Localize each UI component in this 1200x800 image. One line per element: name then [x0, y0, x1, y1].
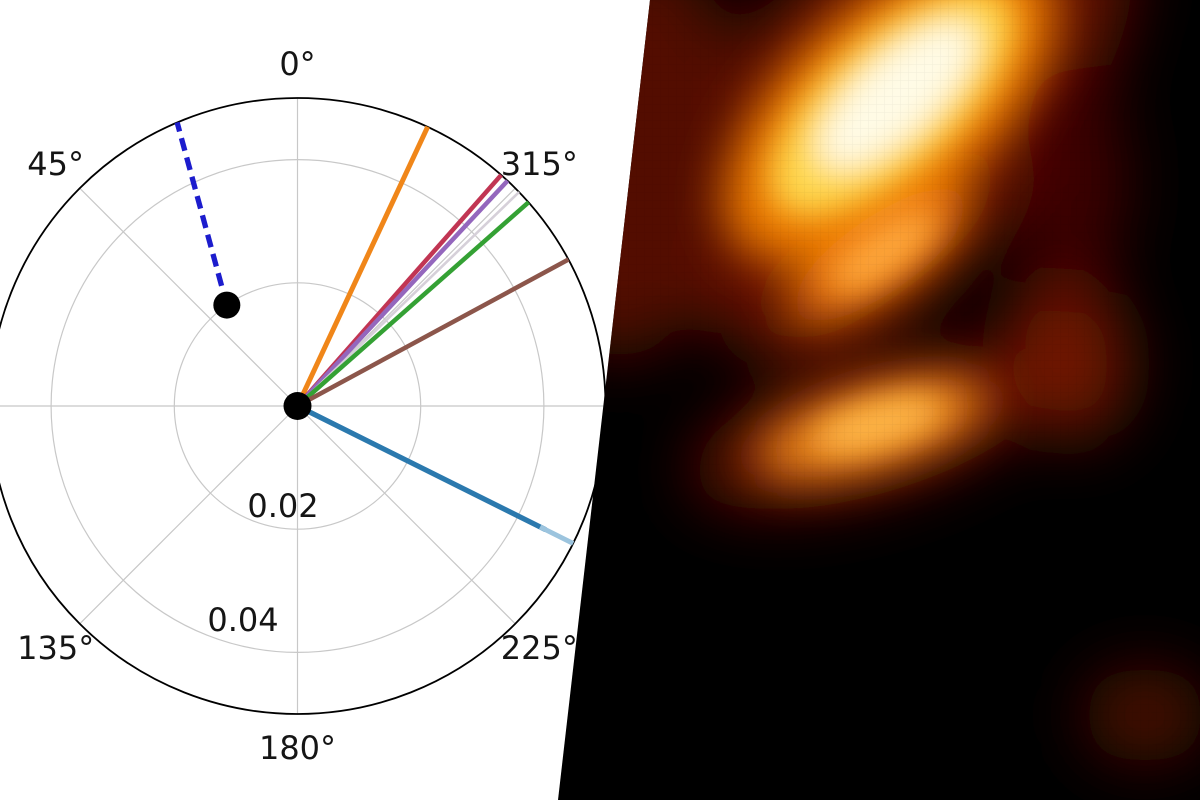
- theta-tick-label-225: 225°: [501, 629, 578, 667]
- ray-blue-tip: [538, 524, 575, 546]
- origin-dot: [283, 392, 312, 420]
- dashed-blue-segment: [174, 121, 230, 306]
- offset-dot: [213, 291, 241, 319]
- polar-grid-ring-0.02: [173, 282, 422, 530]
- jet-pixel-grid: [540, 0, 1200, 800]
- radial-tick-label-0.02: 0.02: [247, 487, 318, 525]
- ray-purple: [295, 179, 510, 408]
- theta-tick-label-180: 180°: [259, 729, 336, 767]
- theta-tick-label-0: 0°: [279, 45, 315, 83]
- polar-grid-spoke-135: [79, 405, 298, 625]
- ray-orange: [295, 125, 430, 408]
- jet-image: [540, 0, 1200, 800]
- radial-tick-label-0.04: 0.04: [207, 601, 278, 639]
- polar-grid-spoke-225: [297, 405, 516, 625]
- ray-lightgray: [296, 191, 520, 407]
- ray-brown: [296, 257, 570, 408]
- ray-green: [296, 200, 531, 408]
- polar-grid-ring-0.04: [50, 159, 545, 653]
- theta-tick-label-315: 315°: [501, 145, 578, 183]
- polar-grid-spoke-45: [79, 187, 298, 407]
- ray-blue: [296, 403, 547, 533]
- theta-tick-label-135: 135°: [17, 629, 94, 667]
- theta-tick-label-45: 45°: [27, 145, 84, 183]
